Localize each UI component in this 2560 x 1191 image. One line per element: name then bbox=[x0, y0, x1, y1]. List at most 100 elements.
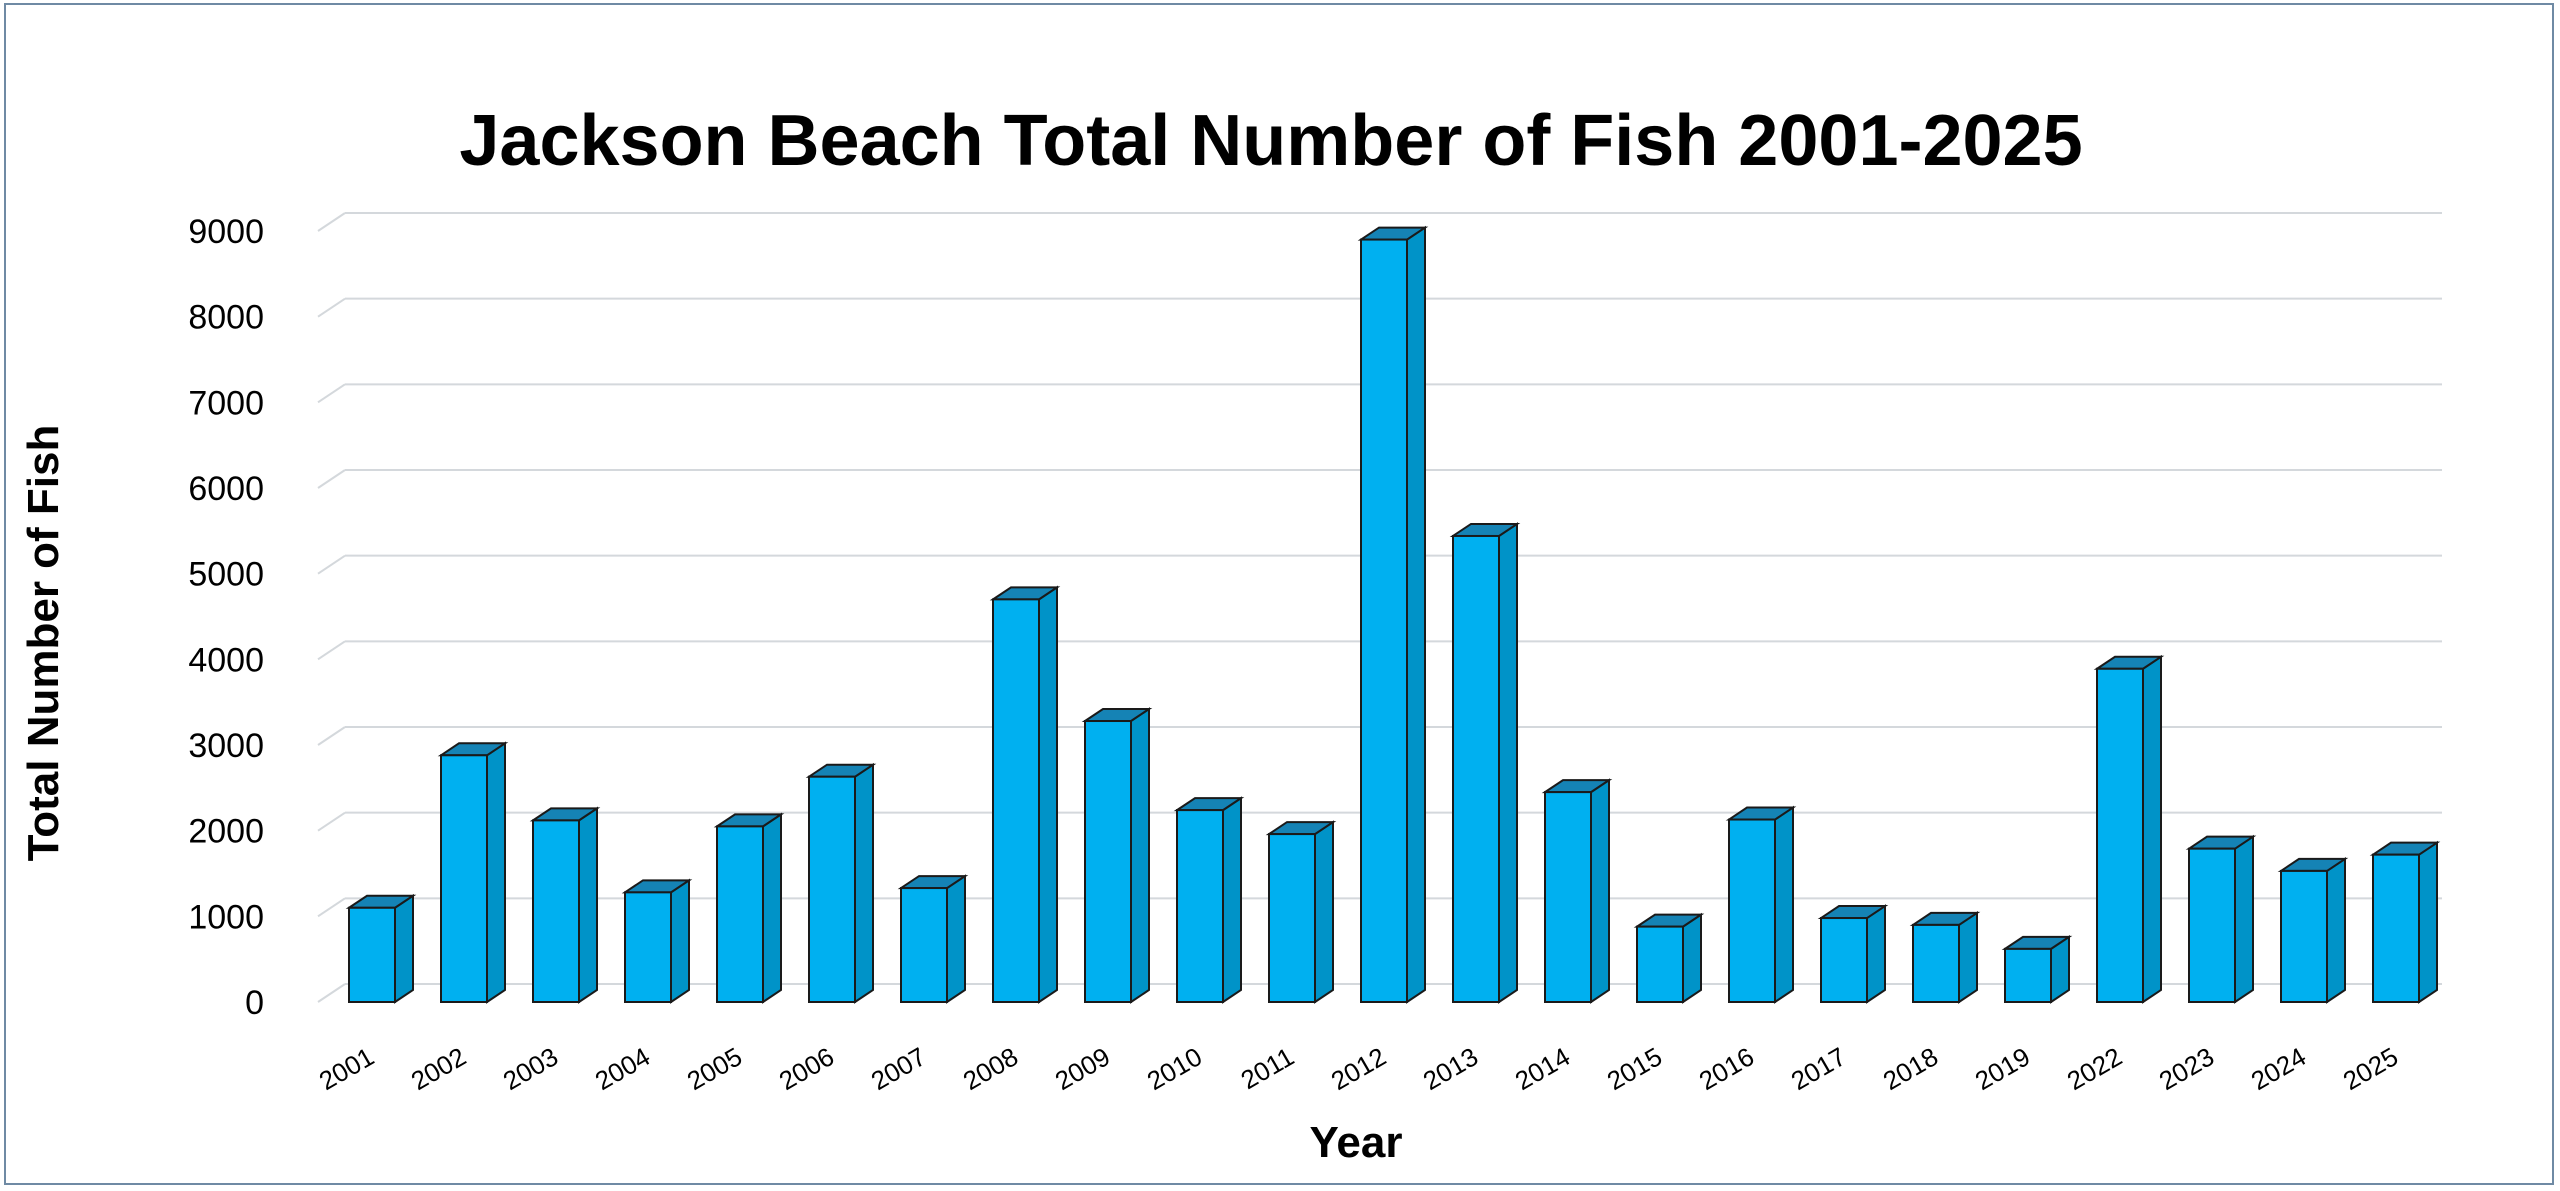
bar-front-face bbox=[716, 825, 764, 1004]
gridline-diagonal bbox=[317, 640, 346, 661]
bar-side-face bbox=[2234, 834, 2254, 1004]
y-tick-label: 6000 bbox=[188, 470, 264, 508]
x-tick-label: 2016 bbox=[1694, 1041, 1759, 1096]
chart-title: Jackson Beach Total Number of Fish 2001-… bbox=[459, 101, 2082, 181]
bar-side-face bbox=[1590, 778, 1610, 1004]
gridline-diagonal bbox=[317, 554, 346, 575]
bar-front-face bbox=[2004, 947, 2052, 1003]
y-axis-ticks: 0 1000 2000 3000 4000 5000 6000 7000 8000 9000 bbox=[188, 213, 264, 1022]
gridline-diagonal bbox=[317, 897, 346, 918]
bar-side-face bbox=[762, 812, 782, 1004]
bar-side-face bbox=[1774, 805, 1794, 1004]
x-tick-label: 2014 bbox=[1510, 1041, 1575, 1096]
bar-2004 bbox=[621, 878, 693, 1004]
y-tick-label: 7000 bbox=[188, 384, 264, 422]
bar-2007 bbox=[897, 874, 969, 1004]
bar-side-face bbox=[578, 806, 598, 1004]
bar-front-face bbox=[1084, 720, 1132, 1003]
gridline-diagonal bbox=[317, 983, 346, 1003]
y-tick-label: 3000 bbox=[188, 727, 264, 765]
x-tick-label: 2015 bbox=[1602, 1041, 1667, 1096]
gridline-diagonal bbox=[317, 726, 346, 746]
bar-2013 bbox=[1449, 522, 1521, 1004]
bar-2001 bbox=[345, 893, 417, 1004]
x-tick-label: 2010 bbox=[1142, 1041, 1207, 1096]
bar-front-face bbox=[1268, 833, 1316, 1003]
x-axis-label: Year bbox=[1310, 1118, 1403, 1167]
bar-2008 bbox=[989, 585, 1061, 1004]
x-tick-label: 2022 bbox=[2062, 1041, 2127, 1096]
bar-front-face bbox=[2188, 847, 2236, 1004]
bar-side-face bbox=[1222, 796, 1242, 1004]
bar-side-face bbox=[1958, 911, 1978, 1004]
bar-2011 bbox=[1265, 820, 1337, 1004]
bar-side-face bbox=[1406, 225, 1426, 1004]
bar-front-face bbox=[2280, 869, 2328, 1003]
bar-front-face bbox=[440, 754, 488, 1004]
bar-2023 bbox=[2185, 834, 2257, 1004]
x-tick-label: 2003 bbox=[498, 1041, 563, 1096]
bar-2002 bbox=[437, 741, 509, 1004]
bar-front-face bbox=[1636, 925, 1684, 1004]
x-tick-label: 2004 bbox=[590, 1041, 655, 1096]
bar-side-face bbox=[670, 878, 690, 1004]
bar-front-face bbox=[624, 891, 672, 1004]
bar-side-face bbox=[1038, 585, 1058, 1004]
bar-2009 bbox=[1081, 707, 1153, 1004]
x-tick-label: 2005 bbox=[682, 1041, 747, 1096]
x-tick-label: 2009 bbox=[1050, 1041, 1115, 1096]
gridline-diagonal bbox=[317, 383, 346, 404]
bar-front-face bbox=[1176, 809, 1224, 1004]
x-tick-label: 2007 bbox=[866, 1041, 931, 1096]
gridline-diagonal bbox=[317, 811, 346, 832]
y-tick-label: 5000 bbox=[188, 556, 264, 594]
bar-side-face bbox=[1682, 912, 1702, 1004]
bar-2022 bbox=[2093, 654, 2165, 1004]
x-tick-label: 2024 bbox=[2246, 1041, 2311, 1096]
bar-front-face bbox=[1452, 534, 1500, 1003]
bar-side-face bbox=[1314, 820, 1334, 1004]
x-tick-label: 2023 bbox=[2154, 1041, 2219, 1096]
bar-side-face bbox=[486, 741, 506, 1004]
bar-front-face bbox=[1728, 818, 1776, 1004]
bar-side-face bbox=[1866, 904, 1886, 1004]
x-axis-ticks: 2001 2002 2003 2004 2005 2006 2007 2008 2009 2010… bbox=[314, 1041, 2403, 1096]
bar-side-face bbox=[1498, 522, 1518, 1004]
x-tick-label: 2011 bbox=[1236, 1041, 1299, 1095]
x-tick-label: 2001 bbox=[314, 1041, 379, 1096]
y-tick-label: 2000 bbox=[188, 813, 264, 851]
bar-side-face bbox=[2142, 654, 2162, 1004]
bar-2025 bbox=[2369, 840, 2441, 1004]
bar-front-face bbox=[1544, 791, 1592, 1003]
x-tick-label: 2025 bbox=[2338, 1041, 2403, 1096]
bar-front-face bbox=[808, 775, 856, 1003]
bar-front-face bbox=[348, 906, 396, 1003]
x-tick-label: 2008 bbox=[958, 1041, 1023, 1096]
y-tick-label: 4000 bbox=[188, 641, 264, 679]
chart-frame: Jackson Beach Total Number of Fish 2001-… bbox=[4, 3, 2554, 1185]
y-tick-label: 1000 bbox=[188, 898, 264, 936]
bar-front-face bbox=[1820, 917, 1868, 1004]
bar-2010 bbox=[1173, 796, 1245, 1004]
bar-2019 bbox=[2001, 935, 2073, 1004]
x-tick-label: 2018 bbox=[1878, 1041, 1943, 1096]
y-tick-label: 8000 bbox=[188, 299, 264, 337]
x-tick-label: 2012 bbox=[1326, 1041, 1391, 1096]
bar-chart: Jackson Beach Total Number of Fish 2001-… bbox=[19, 101, 2442, 1167]
gridline-diagonal bbox=[317, 469, 346, 489]
bar-2024 bbox=[2277, 857, 2349, 1004]
y-tick-label: 9000 bbox=[188, 213, 264, 251]
bar-front-face bbox=[1912, 923, 1960, 1004]
y-axis-label: Total Number of Fish bbox=[19, 425, 68, 862]
bar-side-face bbox=[1130, 707, 1150, 1004]
bar-front-face bbox=[532, 819, 580, 1003]
bar-2016 bbox=[1725, 805, 1797, 1004]
bar-front-face bbox=[2372, 853, 2420, 1003]
bar-2005 bbox=[713, 812, 785, 1004]
gridline-diagonal bbox=[317, 212, 346, 232]
bar-side-face bbox=[2418, 840, 2438, 1004]
gridline-diagonal bbox=[317, 297, 346, 318]
bars bbox=[345, 225, 2441, 1004]
bar-2003 bbox=[529, 806, 601, 1004]
bar-2015 bbox=[1633, 912, 1705, 1004]
